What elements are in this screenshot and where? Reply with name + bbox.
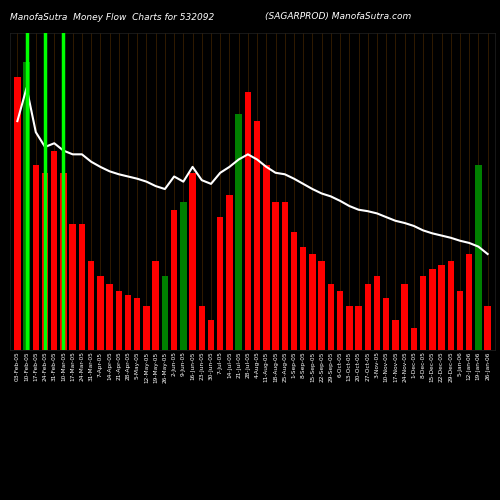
Bar <box>236 114 242 350</box>
Bar <box>364 284 371 350</box>
Bar <box>32 166 39 350</box>
Bar <box>51 150 58 350</box>
Bar <box>152 262 159 350</box>
Bar <box>484 306 491 350</box>
Bar <box>180 202 186 350</box>
Bar <box>42 173 48 350</box>
Bar <box>410 328 417 350</box>
Bar <box>143 306 150 350</box>
Bar <box>466 254 472 350</box>
Bar <box>14 77 20 350</box>
Bar <box>171 210 177 350</box>
Bar <box>78 224 85 350</box>
Bar <box>244 92 251 350</box>
Bar <box>217 217 224 350</box>
Bar <box>24 62 30 350</box>
Text: (SAGARPROD) ManofaSutra.com: (SAGARPROD) ManofaSutra.com <box>265 12 411 22</box>
Bar <box>291 232 297 350</box>
Bar <box>208 320 214 350</box>
Bar <box>356 306 362 350</box>
Bar <box>346 306 352 350</box>
Bar <box>97 276 103 350</box>
Bar <box>106 284 113 350</box>
Bar <box>392 320 398 350</box>
Bar <box>383 298 390 350</box>
Bar <box>429 269 436 350</box>
Bar <box>282 202 288 350</box>
Bar <box>134 298 140 350</box>
Bar <box>438 265 444 350</box>
Bar <box>448 262 454 350</box>
Bar <box>198 306 205 350</box>
Bar <box>162 276 168 350</box>
Bar <box>328 284 334 350</box>
Bar <box>309 254 316 350</box>
Bar <box>402 284 408 350</box>
Bar <box>70 224 76 350</box>
Bar <box>420 276 426 350</box>
Bar <box>60 173 66 350</box>
Text: ManofaSutra  Money Flow  Charts for 532092: ManofaSutra Money Flow Charts for 532092 <box>10 12 214 22</box>
Bar <box>300 246 306 350</box>
Bar <box>226 195 232 350</box>
Bar <box>272 202 279 350</box>
Bar <box>475 166 482 350</box>
Bar <box>263 166 270 350</box>
Bar <box>456 291 463 350</box>
Bar <box>374 276 380 350</box>
Bar <box>318 262 325 350</box>
Bar <box>190 173 196 350</box>
Bar <box>116 291 122 350</box>
Bar <box>88 262 94 350</box>
Bar <box>337 291 344 350</box>
Bar <box>125 294 132 350</box>
Bar <box>254 121 260 350</box>
